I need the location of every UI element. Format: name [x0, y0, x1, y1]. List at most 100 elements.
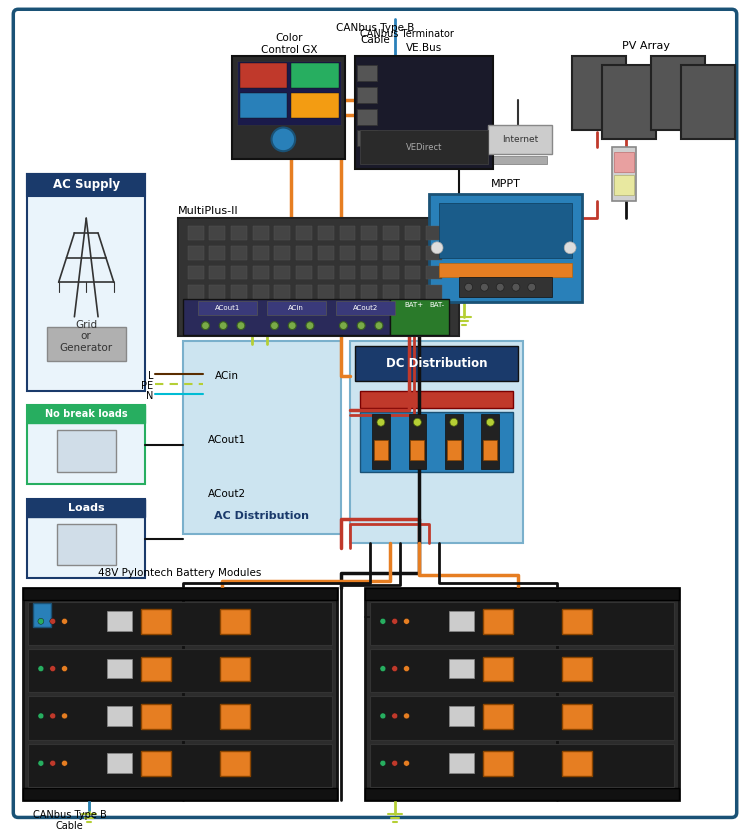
Circle shape — [404, 665, 410, 671]
Circle shape — [404, 760, 410, 767]
Bar — [340, 305, 356, 319]
Circle shape — [413, 418, 422, 426]
Bar — [370, 602, 674, 645]
Bar — [426, 226, 442, 240]
Circle shape — [375, 322, 383, 329]
Bar — [404, 246, 420, 260]
Circle shape — [431, 242, 443, 253]
Circle shape — [62, 665, 68, 671]
Circle shape — [219, 322, 227, 329]
Circle shape — [50, 665, 55, 671]
Bar — [614, 152, 634, 172]
Bar — [484, 704, 513, 729]
Circle shape — [38, 665, 44, 671]
Bar — [296, 246, 312, 260]
Bar — [188, 226, 203, 240]
Circle shape — [70, 440, 93, 464]
Bar — [28, 649, 332, 692]
Bar — [220, 657, 250, 681]
Bar — [28, 743, 332, 787]
Bar — [350, 341, 523, 543]
Bar — [439, 203, 572, 257]
Bar — [362, 305, 377, 319]
Bar — [237, 60, 340, 125]
Bar — [651, 56, 705, 130]
Circle shape — [50, 619, 55, 624]
Bar — [357, 65, 377, 81]
Bar — [231, 266, 247, 279]
Circle shape — [377, 418, 385, 426]
Text: ACout1: ACout1 — [214, 305, 240, 311]
Circle shape — [306, 322, 314, 329]
Bar — [459, 278, 553, 297]
Circle shape — [50, 713, 55, 719]
Text: L: L — [148, 371, 153, 381]
Circle shape — [496, 283, 504, 291]
Text: Internet: Internet — [502, 135, 538, 144]
Bar — [445, 415, 463, 468]
Bar — [426, 246, 442, 260]
Bar — [253, 226, 268, 240]
Bar — [318, 266, 334, 279]
Bar — [33, 603, 51, 627]
Bar — [360, 130, 488, 164]
Text: No break loads: No break loads — [45, 410, 128, 420]
Circle shape — [38, 619, 44, 624]
Bar — [142, 752, 171, 776]
Bar — [23, 588, 337, 599]
Bar — [232, 56, 346, 159]
Bar — [291, 93, 338, 118]
Circle shape — [392, 665, 398, 671]
Bar — [356, 346, 518, 381]
Circle shape — [404, 619, 410, 624]
Bar — [178, 218, 459, 336]
Bar — [27, 499, 146, 517]
Circle shape — [404, 713, 410, 719]
Bar — [611, 147, 636, 201]
Bar — [370, 696, 674, 740]
Bar — [231, 246, 247, 260]
Bar — [183, 341, 340, 533]
Text: BAT+: BAT+ — [404, 302, 424, 308]
Bar — [253, 266, 268, 279]
Bar — [107, 706, 131, 726]
Bar — [27, 499, 146, 578]
Text: ACout2: ACout2 — [352, 305, 378, 311]
Bar — [562, 657, 592, 681]
Bar — [188, 285, 203, 299]
Bar — [209, 246, 225, 260]
Bar — [318, 226, 334, 240]
Bar — [370, 649, 674, 692]
Circle shape — [392, 619, 398, 624]
Text: ACin: ACin — [215, 371, 239, 381]
Bar — [484, 440, 497, 460]
Bar — [240, 64, 287, 88]
Circle shape — [512, 283, 520, 291]
Bar — [28, 602, 332, 645]
Bar — [372, 415, 390, 468]
Bar — [484, 752, 513, 776]
Bar — [28, 696, 332, 740]
Bar — [360, 390, 513, 409]
Circle shape — [202, 322, 209, 329]
Text: BAT-: BAT- — [429, 302, 444, 308]
Text: PV Array: PV Array — [622, 41, 670, 51]
Bar — [362, 246, 377, 260]
Text: MultiPlus-II: MultiPlus-II — [178, 206, 238, 217]
Circle shape — [486, 418, 494, 426]
Bar — [142, 657, 171, 681]
Circle shape — [271, 322, 278, 329]
Bar — [209, 305, 225, 319]
Bar — [27, 405, 146, 423]
Bar — [383, 266, 399, 279]
Text: MPPT: MPPT — [490, 179, 520, 189]
Bar — [562, 609, 592, 635]
Bar — [266, 301, 326, 315]
Text: N: N — [146, 390, 153, 400]
Bar — [449, 659, 473, 679]
Bar — [449, 706, 473, 726]
Bar — [197, 301, 256, 315]
Bar — [426, 285, 442, 299]
Text: VE.Bus: VE.Bus — [406, 43, 442, 53]
Bar — [572, 56, 626, 130]
